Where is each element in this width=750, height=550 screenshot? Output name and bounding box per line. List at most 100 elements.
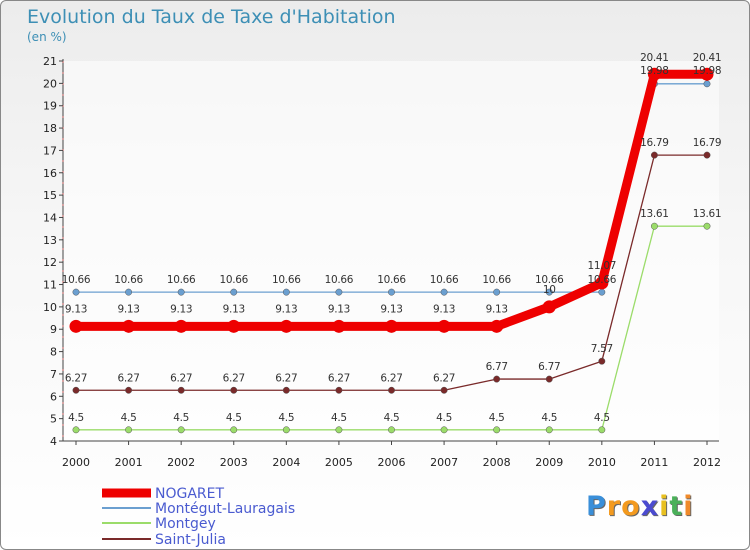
data-point — [282, 386, 290, 394]
x-tick-label: 2012 — [693, 456, 721, 469]
y-tick-label: 19 — [43, 100, 57, 113]
data-point — [388, 426, 395, 434]
data-point — [647, 67, 661, 81]
data-point — [650, 151, 658, 159]
data-label: 19.98 — [640, 65, 669, 77]
data-label: 13.61 — [693, 208, 722, 220]
data-label: 6.27 — [328, 372, 350, 384]
chart-unit-label: (en %) — [27, 30, 67, 44]
y-tick-label: 7 — [50, 368, 57, 381]
data-label: 10.66 — [62, 274, 91, 286]
y-tick-label: 21 — [43, 55, 57, 68]
data-point — [542, 300, 556, 314]
data-point — [125, 386, 133, 394]
logo-letter: i — [683, 491, 694, 522]
data-point — [545, 288, 553, 296]
data-point — [282, 288, 290, 296]
x-tick-label: 2004 — [272, 456, 300, 469]
data-label: 10.66 — [430, 274, 459, 286]
data-label: 13.61 — [640, 208, 669, 220]
data-label: 4.5 — [384, 412, 400, 424]
logo-letter: t — [669, 491, 684, 522]
data-label: 10.66 — [535, 274, 564, 286]
data-point — [125, 288, 133, 296]
y-tick-label: 6 — [50, 390, 57, 403]
data-label: 9.13 — [380, 303, 402, 315]
data-label: 4.5 — [594, 412, 610, 424]
logo-letter: P — [586, 491, 607, 522]
data-label: 9.13 — [117, 303, 139, 315]
data-label: 4.5 — [121, 412, 137, 424]
data-label: 20.41 — [693, 52, 722, 64]
data-label: 4.5 — [331, 412, 347, 424]
data-label: 4.5 — [541, 412, 557, 424]
y-tick-label: 11 — [43, 279, 57, 292]
legend-label: Saint-Julia — [155, 532, 226, 548]
data-label: 6.77 — [486, 361, 508, 373]
data-point — [282, 426, 290, 434]
y-tick-label: 15 — [43, 189, 57, 202]
data-label: 4.5 — [68, 412, 84, 424]
data-point — [230, 386, 238, 394]
data-label: 10.66 — [588, 274, 617, 286]
data-point — [69, 319, 83, 333]
data-label: 4.5 — [489, 412, 505, 424]
data-point — [72, 426, 80, 434]
data-label: 10.66 — [482, 274, 511, 286]
data-label: 6.27 — [223, 372, 245, 384]
data-point — [279, 319, 293, 333]
legend-label: Montgey — [155, 516, 216, 532]
data-point — [598, 357, 606, 365]
y-tick-label: 8 — [50, 346, 57, 359]
y-tick-label: 16 — [43, 167, 57, 180]
data-point — [125, 426, 133, 434]
x-tick-label: 2005 — [325, 456, 353, 469]
proxiti-logo: Proxiti — [586, 491, 694, 522]
x-tick-label: 2000 — [62, 456, 90, 469]
x-tick-label: 2001 — [115, 456, 143, 469]
data-label: 9.13 — [328, 303, 350, 315]
data-point — [493, 288, 501, 296]
data-point — [230, 426, 238, 434]
x-tick-label: 2006 — [378, 456, 406, 469]
data-point — [230, 288, 238, 296]
x-tick-label: 2003 — [220, 456, 248, 469]
x-tick-label: 2008 — [483, 456, 511, 469]
data-point — [545, 426, 553, 434]
legend-label: NOGARET — [155, 486, 224, 502]
data-label: 6.27 — [65, 372, 87, 384]
data-label: 4.5 — [436, 412, 452, 424]
data-point — [72, 288, 80, 296]
data-label: 4.5 — [173, 412, 189, 424]
data-label: 16.79 — [693, 137, 722, 149]
data-point — [440, 288, 448, 296]
y-tick-label: 4 — [50, 435, 57, 448]
data-point — [335, 426, 343, 434]
data-point — [440, 426, 448, 434]
y-tick-label: 18 — [43, 122, 57, 135]
data-point — [388, 288, 395, 296]
y-tick-label: 17 — [43, 144, 57, 157]
logo-letter: i — [659, 491, 670, 522]
data-point — [177, 386, 185, 394]
data-point — [490, 319, 504, 333]
data-point — [335, 386, 343, 394]
data-point — [703, 80, 711, 88]
data-label: 10.66 — [167, 274, 196, 286]
data-label: 10.66 — [219, 274, 248, 286]
data-point — [598, 288, 606, 296]
data-point — [385, 319, 398, 333]
x-tick-label: 2011 — [640, 456, 668, 469]
data-point — [122, 319, 136, 333]
data-label: 6.27 — [170, 372, 192, 384]
y-tick-label: 20 — [43, 77, 57, 90]
data-point — [545, 375, 553, 383]
data-label: 9.13 — [170, 303, 192, 315]
x-tick-label: 2009 — [535, 456, 563, 469]
y-tick-label: 12 — [43, 256, 57, 269]
y-tick-label: 9 — [50, 323, 57, 336]
data-label: 6.27 — [117, 372, 139, 384]
data-point — [177, 288, 185, 296]
data-label: 19.98 — [693, 65, 722, 77]
